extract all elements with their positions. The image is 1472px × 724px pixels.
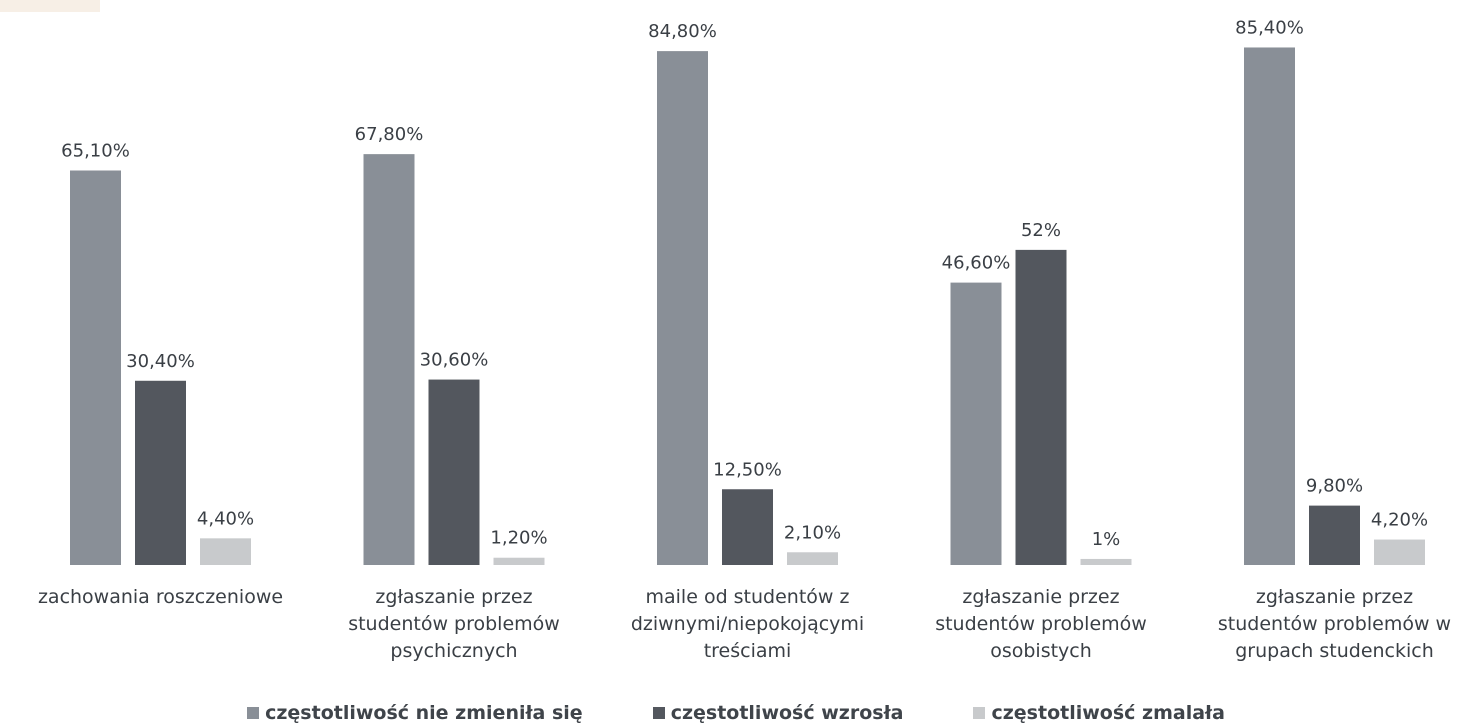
bar-4-0 bbox=[1244, 47, 1295, 565]
legend-item-2: częstotliwość zmalała bbox=[973, 702, 1225, 724]
category-label-line: studentów problemów w bbox=[1218, 613, 1451, 635]
data-label-3-1: 52% bbox=[1021, 220, 1061, 241]
data-label-3-0: 46,60% bbox=[942, 253, 1011, 274]
category-label-line: zgłaszanie przez bbox=[962, 586, 1119, 608]
bar-chart: 65,10% 30,40% 4,40% zachowania roszczeniowe… bbox=[38, 17, 1451, 662]
bar-0-1 bbox=[135, 380, 186, 565]
data-label-4-2: 4,20% bbox=[1371, 510, 1428, 531]
category-label-line: psychicznych bbox=[390, 640, 517, 662]
category-label-1: zgłaszanie przez studentów problemów psych… bbox=[348, 586, 560, 662]
bar-4-1 bbox=[1309, 505, 1360, 565]
bar-2-0 bbox=[657, 51, 708, 565]
data-label-4-1: 9,80% bbox=[1306, 476, 1363, 497]
corner-decoration bbox=[0, 0, 100, 12]
category-label-2: maile od studentów z dziwnymi/niepokojący… bbox=[631, 586, 864, 662]
category-label-line: osobistych bbox=[990, 640, 1092, 662]
bar-3-0 bbox=[950, 282, 1002, 565]
bar-4-2 bbox=[1374, 539, 1425, 565]
legend-swatch bbox=[973, 707, 986, 719]
category-label-0: zachowania roszczeniowe bbox=[38, 586, 283, 608]
data-label-1-2: 1,20% bbox=[490, 528, 547, 549]
category-label-line: grupach studenckich bbox=[1235, 640, 1434, 662]
legend: częstotliwość nie zmieniła się częstotliw… bbox=[0, 702, 1472, 724]
legend-item-0: częstotliwość nie zmieniła się bbox=[247, 702, 583, 724]
data-label-2-2: 2,10% bbox=[784, 522, 841, 543]
data-label-2-0: 84,80% bbox=[648, 21, 717, 42]
category-label-line: studentów problemów bbox=[348, 613, 560, 635]
legend-label: częstotliwość wzrosła bbox=[670, 702, 904, 724]
legend-label: częstotliwość nie zmieniła się bbox=[265, 702, 583, 724]
category-label-line: dziwnymi/niepokojącymi bbox=[631, 613, 864, 635]
bar-2-2 bbox=[787, 552, 838, 565]
bar-1-1 bbox=[428, 379, 480, 565]
category-label-line: zgłaszanie przez bbox=[1256, 586, 1413, 608]
bar-1-2 bbox=[493, 557, 545, 565]
legend-label: częstotliwość zmalała bbox=[991, 702, 1225, 724]
category-label-line: studentów problemów bbox=[935, 613, 1147, 635]
bar-3-2 bbox=[1080, 558, 1132, 565]
category-label-3: zgłaszanie przez studentów problemów osobi… bbox=[935, 586, 1147, 662]
data-label-0-2: 4,40% bbox=[197, 508, 254, 529]
data-label-2-1: 12,50% bbox=[713, 459, 782, 480]
category-label-4: zgłaszanie przez studentów problemów w gru… bbox=[1218, 586, 1451, 662]
bar-2-1 bbox=[722, 489, 773, 565]
bar-3-1 bbox=[1015, 249, 1067, 565]
category-label-line: treściami bbox=[704, 640, 792, 662]
data-label-4-0: 85,40% bbox=[1235, 17, 1304, 38]
category-label-line: maile od studentów z bbox=[646, 586, 850, 608]
data-label-1-1: 30,60% bbox=[420, 350, 489, 371]
data-label-3-2: 1% bbox=[1092, 529, 1121, 550]
bar-0-0 bbox=[70, 170, 121, 565]
category-label-line: zgłaszanie przez bbox=[375, 586, 532, 608]
legend-item-1: częstotliwość wzrosła bbox=[652, 702, 904, 724]
data-label-0-1: 30,40% bbox=[126, 351, 195, 372]
category-label-line: zachowania roszczeniowe bbox=[38, 586, 283, 608]
data-label-1-0: 67,80% bbox=[355, 124, 424, 145]
bar-0-2 bbox=[200, 538, 251, 565]
data-label-0-0: 65,10% bbox=[61, 140, 130, 161]
legend-swatch bbox=[247, 707, 260, 719]
bar-1-0 bbox=[363, 154, 415, 565]
legend-swatch bbox=[652, 707, 665, 719]
